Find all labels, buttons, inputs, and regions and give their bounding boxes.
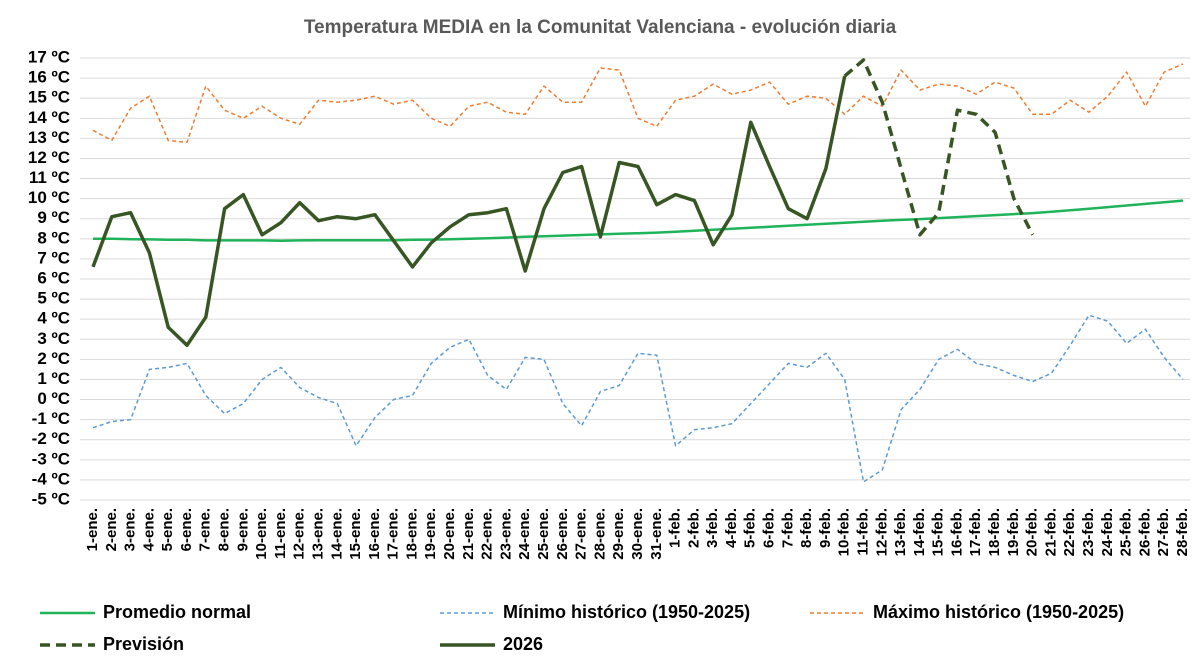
x-tick-label: 15-ene. xyxy=(347,508,364,560)
x-tick-label: 1-feb. xyxy=(667,508,684,548)
y-tick-label: -1 ºC xyxy=(32,409,70,428)
y-tick-label: 11 ºC xyxy=(29,168,70,187)
x-tick-label: 11-feb. xyxy=(854,508,871,556)
x-tick-label: 19-ene. xyxy=(422,508,439,560)
y-tick-label: 10 ºC xyxy=(28,188,70,207)
x-tick-label: 6-ene. xyxy=(178,508,195,551)
x-tick-label: 3-ene. xyxy=(122,508,139,551)
x-tick-label: 9-feb. xyxy=(817,508,834,548)
x-tick-label: 7-feb. xyxy=(779,508,796,548)
x-tick-label: 13-ene. xyxy=(309,508,326,560)
legend-label: Máximo histórico (1950-2025) xyxy=(873,602,1124,622)
x-tick-label: 11-ene. xyxy=(272,508,289,559)
x-tick-label: 18-ene. xyxy=(403,508,420,560)
x-tick-label: 3-feb. xyxy=(704,508,721,548)
x-tick-label: 2-feb. xyxy=(685,508,702,548)
x-tick-label: 20-feb. xyxy=(1024,508,1041,556)
x-tick-label: 16-ene. xyxy=(366,508,383,560)
x-tick-label: 14-feb. xyxy=(911,508,928,556)
x-tick-label: 20-ene. xyxy=(441,508,458,560)
series-line xyxy=(92,63,1184,144)
x-tick-label: 12-ene. xyxy=(291,508,308,560)
chart-title: Temperatura MEDIA en la Comunitat Valenc… xyxy=(304,17,897,38)
series-line xyxy=(91,75,847,348)
y-tick-label: 5 ºC xyxy=(37,289,70,308)
y-tick-label: 2 ºC xyxy=(37,349,70,368)
x-tick-label: 10-ene. xyxy=(253,508,270,560)
legend-label: Promedio normal xyxy=(103,602,251,622)
x-tick-label: 1-ene. xyxy=(84,508,101,551)
x-tick-label: 18-feb. xyxy=(986,508,1003,556)
x-tick-label: 26-feb. xyxy=(1136,508,1153,556)
x-tick-label: 6-feb. xyxy=(761,508,778,548)
x-tick-label: 7-ene. xyxy=(197,508,214,551)
x-tick-label: 21-feb. xyxy=(1042,508,1059,556)
x-tick-label: 25-feb. xyxy=(1118,508,1135,556)
legend-label: Mínimo histórico (1950-2025) xyxy=(503,602,750,622)
x-tick-label: 8-feb. xyxy=(798,508,815,548)
series-line xyxy=(92,314,1184,483)
x-tick-label: 23-ene. xyxy=(497,508,514,560)
legend-label: Previsión xyxy=(103,634,184,654)
y-tick-label: 0 ºC xyxy=(37,389,70,408)
x-tick-label: 26-ene. xyxy=(554,508,571,560)
x-tick-label: 15-feb. xyxy=(930,508,947,556)
y-tick-label: 17 ºC xyxy=(28,47,70,66)
x-tick-label: 13-feb. xyxy=(892,508,909,556)
x-tick-label: 10-feb. xyxy=(836,508,853,556)
x-tick-label: 16-feb. xyxy=(948,508,965,556)
x-tick-label: 2-ene. xyxy=(103,508,120,551)
y-tick-label: 12 ºC xyxy=(28,148,70,167)
y-tick-label: 8 ºC xyxy=(37,228,70,247)
x-tick-label: 5-ene. xyxy=(159,508,176,551)
legend-label: 2026 xyxy=(503,634,543,654)
y-tick-label: -4 ºC xyxy=(32,469,70,488)
x-tick-label: 17-ene. xyxy=(385,508,402,560)
x-tick-label: 27-ene. xyxy=(573,508,590,560)
y-tick-label: 9 ºC xyxy=(37,208,70,227)
x-tick-label: 22-ene. xyxy=(479,508,496,560)
x-tick-label: 28-ene. xyxy=(591,508,608,560)
y-tick-label: -2 ºC xyxy=(32,429,70,448)
y-tick-label: 1 ºC xyxy=(37,369,70,388)
x-tick-label: 17-feb. xyxy=(967,508,984,556)
series-line xyxy=(93,199,1184,243)
x-tick-label: 9-ene. xyxy=(234,508,251,551)
x-tick-label: 31-ene. xyxy=(648,508,665,560)
series-line xyxy=(843,58,1035,237)
y-tick-label: -3 ºC xyxy=(32,449,70,468)
x-tick-label: 21-ene. xyxy=(460,508,477,560)
x-tick-label: 24-ene. xyxy=(516,508,533,560)
y-tick-label: 14 ºC xyxy=(28,108,70,127)
x-tick-label: 8-ene. xyxy=(216,508,233,551)
y-tick-label: 13 ºC xyxy=(28,128,70,147)
y-tick-label: 6 ºC xyxy=(37,268,70,287)
x-tick-label: 12-feb. xyxy=(873,508,890,556)
y-tick-label: 4 ºC xyxy=(37,309,70,328)
x-tick-label: 28-feb. xyxy=(1174,508,1191,556)
x-tick-label: 25-ene. xyxy=(535,508,552,560)
x-tick-label: 23-feb. xyxy=(1080,508,1097,556)
y-tick-label: 3 ºC xyxy=(37,329,70,348)
x-tick-label: 22-feb. xyxy=(1061,508,1078,556)
x-tick-label: 4-feb. xyxy=(723,508,740,548)
x-tick-label: 30-ene. xyxy=(629,508,646,560)
y-tick-label: -5 ºC xyxy=(32,489,70,508)
x-tick-label: 5-feb. xyxy=(742,508,759,548)
x-tick-label: 24-feb. xyxy=(1099,508,1116,556)
x-tick-label: 14-ene. xyxy=(328,508,345,560)
y-tick-label: 15 ºC xyxy=(28,88,70,107)
y-tick-label: 16 ºC xyxy=(28,68,70,87)
x-tick-label: 19-feb. xyxy=(1005,508,1022,556)
y-tick-label: 7 ºC xyxy=(37,248,70,267)
x-tick-label: 4-ene. xyxy=(140,508,157,551)
x-tick-label: 29-ene. xyxy=(610,508,627,560)
x-tick-label: 27-feb. xyxy=(1155,508,1172,556)
